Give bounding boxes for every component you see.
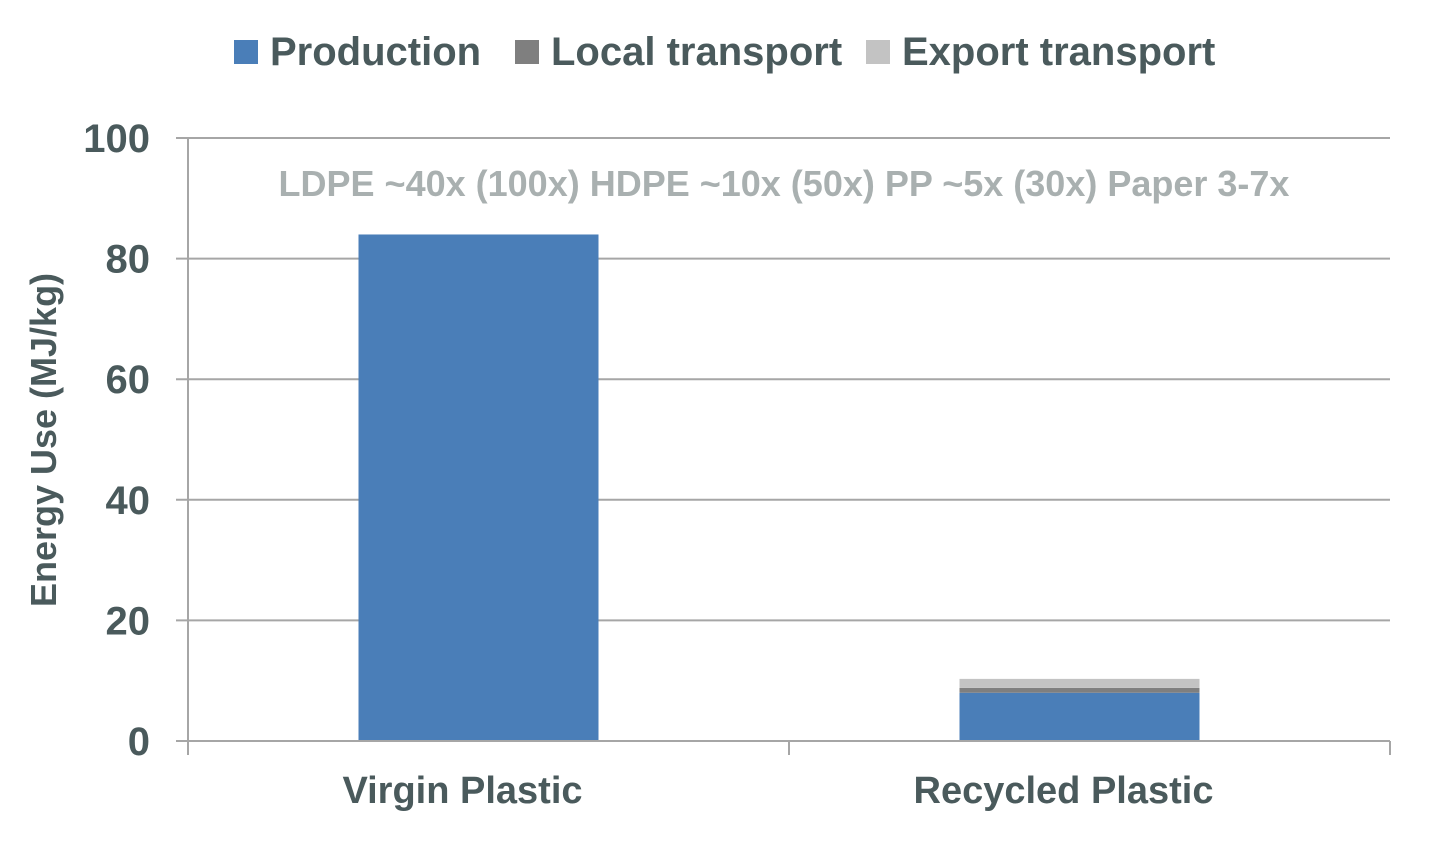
gridlines xyxy=(176,137,1390,742)
legend-swatch xyxy=(866,40,890,64)
legend-label: Local transport xyxy=(551,30,842,74)
y-tick-label: 80 xyxy=(106,238,151,282)
x-category-label: Recycled Plastic xyxy=(914,770,1214,812)
y-tick-label: 40 xyxy=(106,479,151,523)
legend: Production Local transport Export transpor… xyxy=(234,30,1215,74)
bars xyxy=(358,234,1200,742)
y-tick-label: 20 xyxy=(106,599,151,643)
bar-segment-production xyxy=(358,234,599,742)
x-category-label: Virgin Plastic xyxy=(342,770,582,812)
legend-swatch xyxy=(515,40,539,64)
bar-segment-export-transport xyxy=(959,678,1200,688)
bar-segment-production xyxy=(959,692,1200,741)
axes: 0 20 40 60 80 100 Virgin Plastic Recycled Plast… xyxy=(83,117,1391,812)
legend-label: Export transport xyxy=(902,30,1215,74)
y-tick-label: 100 xyxy=(83,117,150,161)
bar-segment-local-transport xyxy=(959,687,1200,693)
y-axis-label: Energy Use (MJ/kg) xyxy=(23,273,64,607)
chart-annotation: LDPE ~40x (100x) HDPE ~10x (50x) PP ~5x … xyxy=(279,163,1290,204)
y-tick-label: 0 xyxy=(128,720,150,764)
legend-label: Production xyxy=(270,30,481,74)
y-tick-label: 60 xyxy=(106,358,151,402)
legend-swatch xyxy=(234,40,258,64)
